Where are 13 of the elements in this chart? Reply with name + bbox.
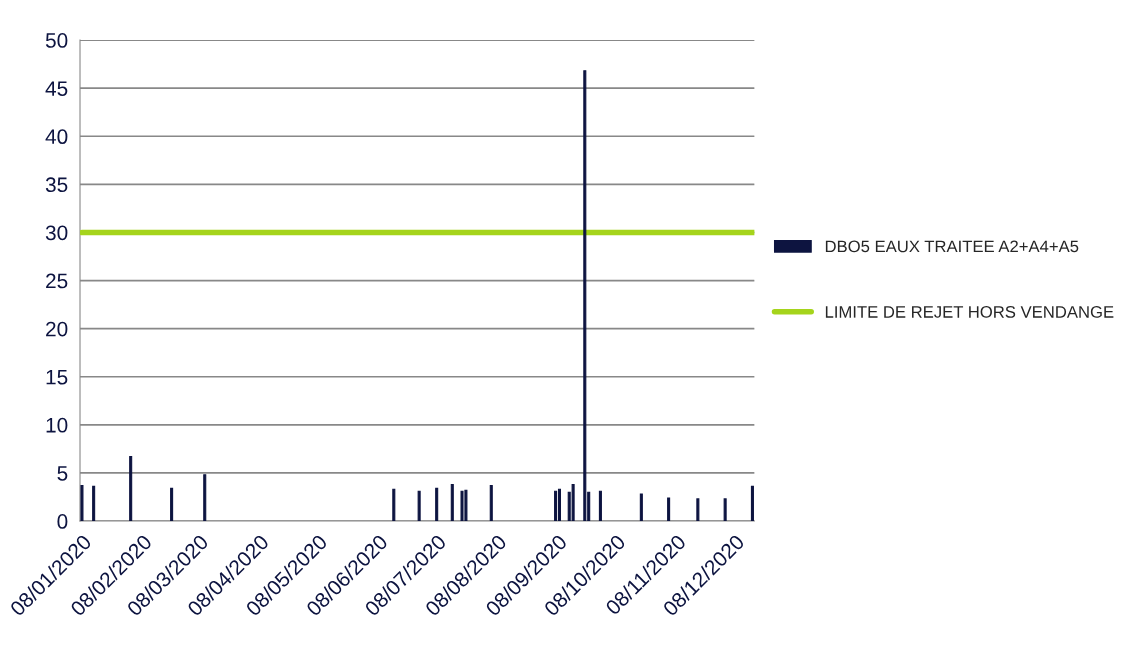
y-tick-label: 45: [45, 81, 68, 96]
y-tick-label: 20: [46, 321, 68, 337]
y-tick-label: 5: [57, 466, 68, 481]
y-tick-label: 40: [45, 129, 68, 145]
y-tick-label: 30: [45, 225, 68, 241]
y-tick-label: 35: [45, 177, 68, 193]
y-tick-label: 0: [57, 514, 68, 529]
y-tick-label: 15: [46, 369, 68, 385]
legend-label: LIMITE DE REJET HORS VENDANGE: [825, 306, 1114, 318]
y-tick-label: 10: [46, 417, 68, 433]
y-tick-label: 25: [46, 273, 68, 289]
y-tick-label: 50: [45, 33, 68, 48]
legend-label: DBO5 EAUX TRAITEE A2+A4+A5: [825, 240, 1079, 253]
